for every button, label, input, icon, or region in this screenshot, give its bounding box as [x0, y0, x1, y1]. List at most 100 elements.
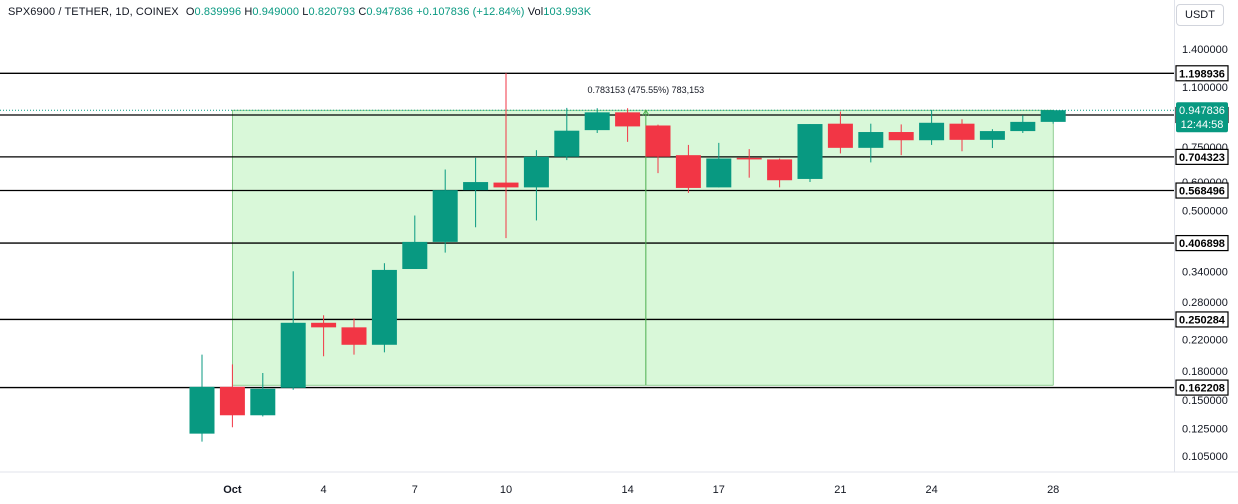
low-value: 0.820793: [308, 6, 356, 18]
price-tick-label: 1.100000: [1182, 82, 1228, 94]
candle: [979, 129, 1005, 149]
change-value: +0.107836 (+12.84%): [416, 6, 525, 18]
low-label: L: [302, 6, 309, 18]
high-value: 0.949000: [252, 6, 300, 18]
candle: [645, 124, 671, 174]
current-price-text: 0.947836: [1179, 105, 1225, 117]
candle-body: [675, 155, 701, 188]
candle: [189, 354, 215, 442]
price-tick-label: 0.105000: [1182, 451, 1228, 463]
level-price-label: 0.250284: [1175, 311, 1229, 328]
price-tick-label: 0.150000: [1182, 395, 1228, 407]
candle: [919, 109, 945, 145]
volume-label: Vol: [527, 6, 544, 18]
candle: [311, 315, 337, 357]
candle-body: [554, 130, 580, 157]
currency-button[interactable]: USDT: [1176, 4, 1224, 26]
candle-body: [615, 112, 641, 127]
candle-body: [949, 123, 975, 140]
close-value: 0.947836: [366, 6, 414, 18]
time-tick-label: 7: [412, 484, 418, 496]
candle-body: [371, 269, 397, 345]
candle-body: [919, 122, 945, 141]
level-price-box: [1175, 182, 1229, 199]
candle-body: [827, 123, 853, 148]
level-price-box: [1175, 65, 1229, 82]
level-price-text: 0.250284: [1179, 314, 1226, 326]
candle: [341, 318, 367, 355]
candle-body: [432, 190, 458, 242]
candle-body: [250, 388, 276, 416]
time-tick-label: 14: [621, 484, 633, 496]
time-tick-label: 4: [321, 484, 327, 496]
candle: [858, 123, 884, 163]
level-price-label: 0.162208: [1175, 379, 1229, 396]
candle-body: [463, 182, 489, 191]
time-tick-label: 17: [713, 484, 725, 496]
price-tick-label: 0.125000: [1182, 424, 1228, 436]
candle: [463, 157, 489, 228]
candle-body: [280, 322, 306, 388]
candle-body: [858, 132, 884, 148]
level-price-label: 1.198936: [1175, 65, 1229, 82]
measure-arrow: [642, 109, 650, 116]
candle-body: [736, 157, 762, 160]
level-price-box: [1175, 234, 1229, 252]
level-price-label: 0.406898: [1175, 234, 1229, 252]
candle-body: [979, 131, 1005, 140]
price-axis-divider: [1174, 0, 1175, 472]
price-tick-label: 0.340000: [1182, 266, 1228, 278]
candle: [797, 124, 823, 183]
candle: [250, 372, 276, 417]
time-tick-label: 28: [1047, 484, 1059, 496]
price-tick-label: 0.500000: [1182, 206, 1228, 218]
candle-body: [584, 112, 610, 131]
candle-body: [645, 125, 671, 157]
price-tick-label: 0.180000: [1182, 366, 1228, 378]
candle: [523, 150, 549, 221]
candle: [371, 263, 397, 353]
candle-body: [189, 386, 215, 434]
level-price-text: 1.198936: [1179, 68, 1225, 80]
candle-body: [706, 158, 732, 188]
open-value: 0.839996: [194, 6, 242, 18]
candle: [1040, 110, 1066, 124]
candle: [554, 107, 580, 161]
candle-body: [523, 156, 549, 188]
candle: [949, 119, 975, 152]
candle-body: [402, 241, 428, 270]
candle-body: [341, 327, 367, 345]
candle: [584, 108, 610, 133]
range-box: [232, 109, 1054, 386]
candle: [736, 149, 762, 178]
level-price-box: [1175, 311, 1229, 328]
candle: [402, 215, 428, 270]
time-tick-label: 24: [925, 484, 937, 496]
candle-body: [797, 124, 823, 179]
candle: [615, 108, 641, 142]
candle: [675, 144, 701, 193]
open-label: O: [185, 6, 195, 18]
level-price-box: [1175, 379, 1229, 396]
candle-body: [767, 159, 793, 181]
candle-body: [888, 132, 914, 141]
candle-body: [1010, 121, 1036, 132]
measure-label: 0.783153 (475.55%) 783,153: [588, 85, 705, 95]
symbol-legend: SPX6900 / TETHER, 1D, COINEX O0.839996 H…: [8, 6, 591, 18]
time-tick-label: Oct: [223, 484, 242, 496]
current-price-label: 0.947836 12:44:58: [1176, 102, 1228, 133]
price-tick-label: 1.400000: [1182, 44, 1228, 56]
candle: [888, 124, 914, 156]
level-price-box: [1175, 148, 1229, 165]
price-tick-label: 0.280000: [1182, 297, 1228, 309]
candle: [280, 271, 306, 390]
candle: [493, 73, 519, 239]
candle-body: [311, 322, 337, 328]
current-price-box: [1176, 102, 1228, 133]
close-label: C: [358, 6, 367, 18]
level-price-text: 0.162208: [1179, 383, 1225, 395]
level-price-text: 0.704323: [1179, 152, 1225, 164]
level-price-label: 0.568496: [1175, 182, 1229, 199]
